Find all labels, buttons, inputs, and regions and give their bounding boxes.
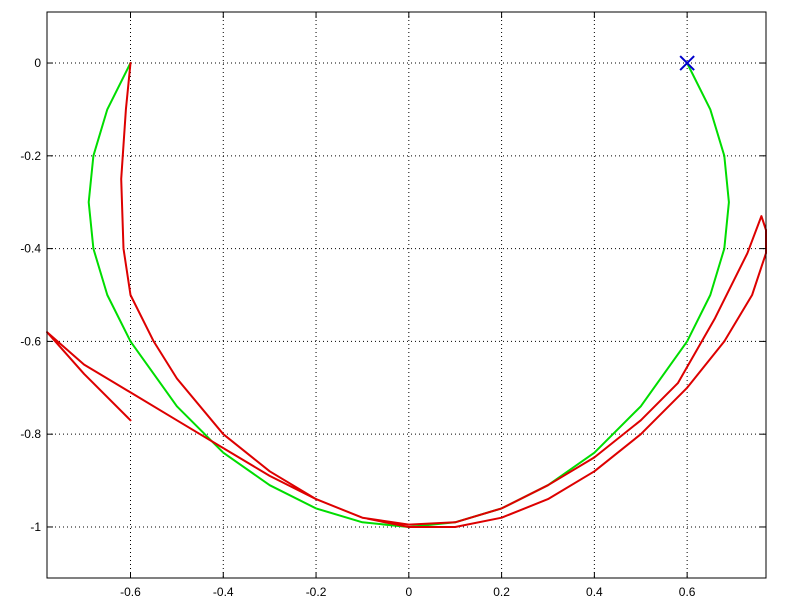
y-tick-label: -0.6	[20, 334, 41, 348]
tick-marks	[47, 12, 766, 578]
x-tick-label: 0	[405, 585, 412, 599]
y-tick-label: -1	[30, 520, 41, 534]
y-tick-label: -0.8	[20, 427, 41, 441]
start-marker	[679, 55, 695, 71]
axes	[46, 11, 767, 579]
x-tick-label: -0.6	[120, 585, 141, 599]
y-tick-label: 0	[34, 56, 41, 70]
start-marker-stroke-2	[679, 55, 695, 71]
x-tick-label: 0.6	[679, 585, 696, 599]
x-tick-label: -0.2	[306, 585, 327, 599]
series-line-2	[46, 62, 767, 528]
y-tick-label: -0.2	[20, 149, 41, 163]
axes-frame	[46, 11, 767, 579]
series-layer	[46, 62, 767, 528]
x-tick-label: 0.2	[493, 585, 510, 599]
marker-layer	[679, 55, 695, 71]
y-tick-label: -0.4	[20, 242, 41, 256]
x-tick-label: 0.4	[586, 585, 603, 599]
tick-labels: -0.6 -0.4 -0.2 0 0.2 0.4 0.6 0 -0.2 -0.4 -0.6 -0.8 -…	[20, 56, 695, 599]
x-tick-label: -0.4	[213, 585, 234, 599]
plot-background	[47, 12, 766, 578]
